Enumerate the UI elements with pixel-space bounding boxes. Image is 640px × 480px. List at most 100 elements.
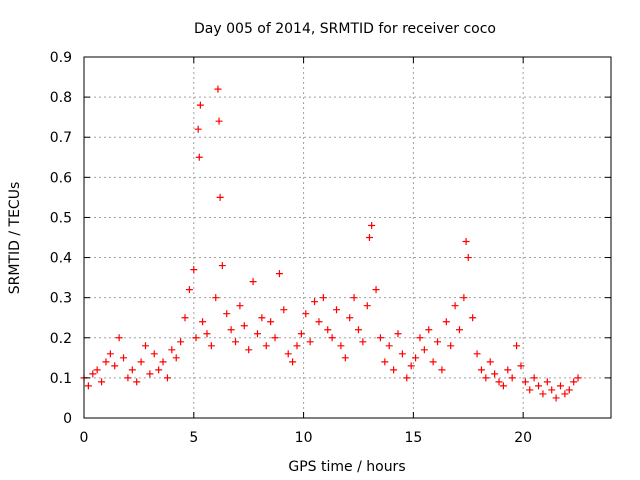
- data-point: [297, 330, 305, 338]
- data-point: [442, 318, 450, 326]
- data-point: [350, 294, 358, 302]
- y-axis-label: SRMTID / TECUs: [7, 182, 23, 295]
- data-point: [429, 358, 437, 366]
- data-point: [284, 350, 292, 358]
- data-point: [491, 370, 499, 378]
- data-point: [412, 354, 420, 362]
- y-tick-label: 0: [63, 411, 72, 427]
- data-point: [535, 382, 543, 390]
- data-point: [354, 326, 362, 334]
- data-point: [106, 350, 114, 358]
- data-point: [102, 358, 110, 366]
- data-point: [390, 366, 398, 374]
- data-point: [513, 342, 521, 350]
- data-point: [315, 318, 323, 326]
- data-point: [543, 378, 551, 386]
- data-point: [262, 342, 270, 350]
- data-point: [464, 254, 472, 262]
- data-point: [482, 374, 490, 382]
- data-point: [477, 366, 485, 374]
- data-point: [141, 342, 149, 350]
- data-point: [530, 374, 538, 382]
- data-point: [181, 314, 189, 322]
- data-point: [192, 334, 200, 342]
- data-point: [302, 310, 310, 318]
- data-point: [214, 85, 222, 93]
- data-point: [447, 342, 455, 350]
- data-point: [215, 117, 223, 125]
- data-point: [385, 342, 393, 350]
- data-point: [133, 378, 141, 386]
- data-point: [207, 342, 215, 350]
- data-point: [504, 366, 512, 374]
- x-axis-label: GPS time / hours: [288, 459, 405, 475]
- data-point: [425, 326, 433, 334]
- data-point: [98, 378, 106, 386]
- data-point: [333, 306, 341, 314]
- data-point: [460, 294, 468, 302]
- data-point: [556, 382, 564, 390]
- data-point: [199, 318, 207, 326]
- y-tick-label: 0.8: [50, 90, 72, 106]
- data-point: [223, 310, 231, 318]
- data-point: [203, 330, 211, 338]
- data-point: [115, 334, 123, 342]
- x-tick-label: 20: [514, 430, 532, 446]
- data-point: [84, 382, 92, 390]
- data-point: [227, 326, 235, 334]
- data-point: [240, 322, 248, 330]
- data-point: [196, 101, 204, 109]
- data-point: [552, 394, 560, 402]
- data-point: [376, 334, 384, 342]
- data-point: [403, 374, 411, 382]
- data-point: [150, 350, 158, 358]
- data-point: [253, 330, 261, 338]
- data-point: [137, 358, 145, 366]
- data-point: [146, 370, 154, 378]
- data-point: [177, 338, 185, 346]
- data-point: [271, 334, 279, 342]
- data-point: [168, 346, 176, 354]
- data-point: [306, 338, 314, 346]
- data-point: [539, 390, 547, 398]
- data-point: [267, 318, 275, 326]
- x-tick-label: 10: [295, 430, 313, 446]
- data-point: [159, 358, 167, 366]
- data-point: [372, 286, 380, 294]
- data-point: [455, 326, 463, 334]
- data-point: [359, 338, 367, 346]
- data-point: [394, 330, 402, 338]
- y-tick-label: 0.5: [50, 210, 72, 226]
- data-point: [128, 366, 136, 374]
- data-point: [93, 366, 101, 374]
- data-point: [216, 193, 224, 201]
- plot-frame: [83, 56, 612, 419]
- data-point: [346, 314, 354, 322]
- data-point: [172, 354, 180, 362]
- data-point: [381, 358, 389, 366]
- data-point: [570, 378, 578, 386]
- chart-title: Day 005 of 2014, SRMTID for receiver coc…: [194, 21, 496, 37]
- axis-ticks: 0 0.1 0.2 0.3 0.4 0.5 0.6 0.7 0.8 0.9 0 5 10 15 20: [50, 50, 611, 446]
- data-point: [434, 338, 442, 346]
- data-point: [365, 234, 373, 241]
- data-points: [80, 85, 582, 402]
- data-point: [324, 326, 332, 334]
- data-point: [420, 346, 428, 354]
- data-point: [319, 294, 327, 302]
- data-point: [341, 354, 349, 362]
- data-point: [363, 302, 371, 310]
- data-point: [486, 358, 494, 366]
- data-point: [565, 386, 573, 394]
- data-point: [469, 314, 477, 322]
- data-point: [289, 358, 297, 366]
- x-tick-label: 0: [80, 430, 89, 446]
- y-tick-label: 0.9: [50, 50, 72, 66]
- data-point: [548, 386, 556, 394]
- data-point: [438, 366, 446, 374]
- data-point: [258, 314, 266, 322]
- data-point: [574, 374, 582, 382]
- data-point: [120, 354, 128, 362]
